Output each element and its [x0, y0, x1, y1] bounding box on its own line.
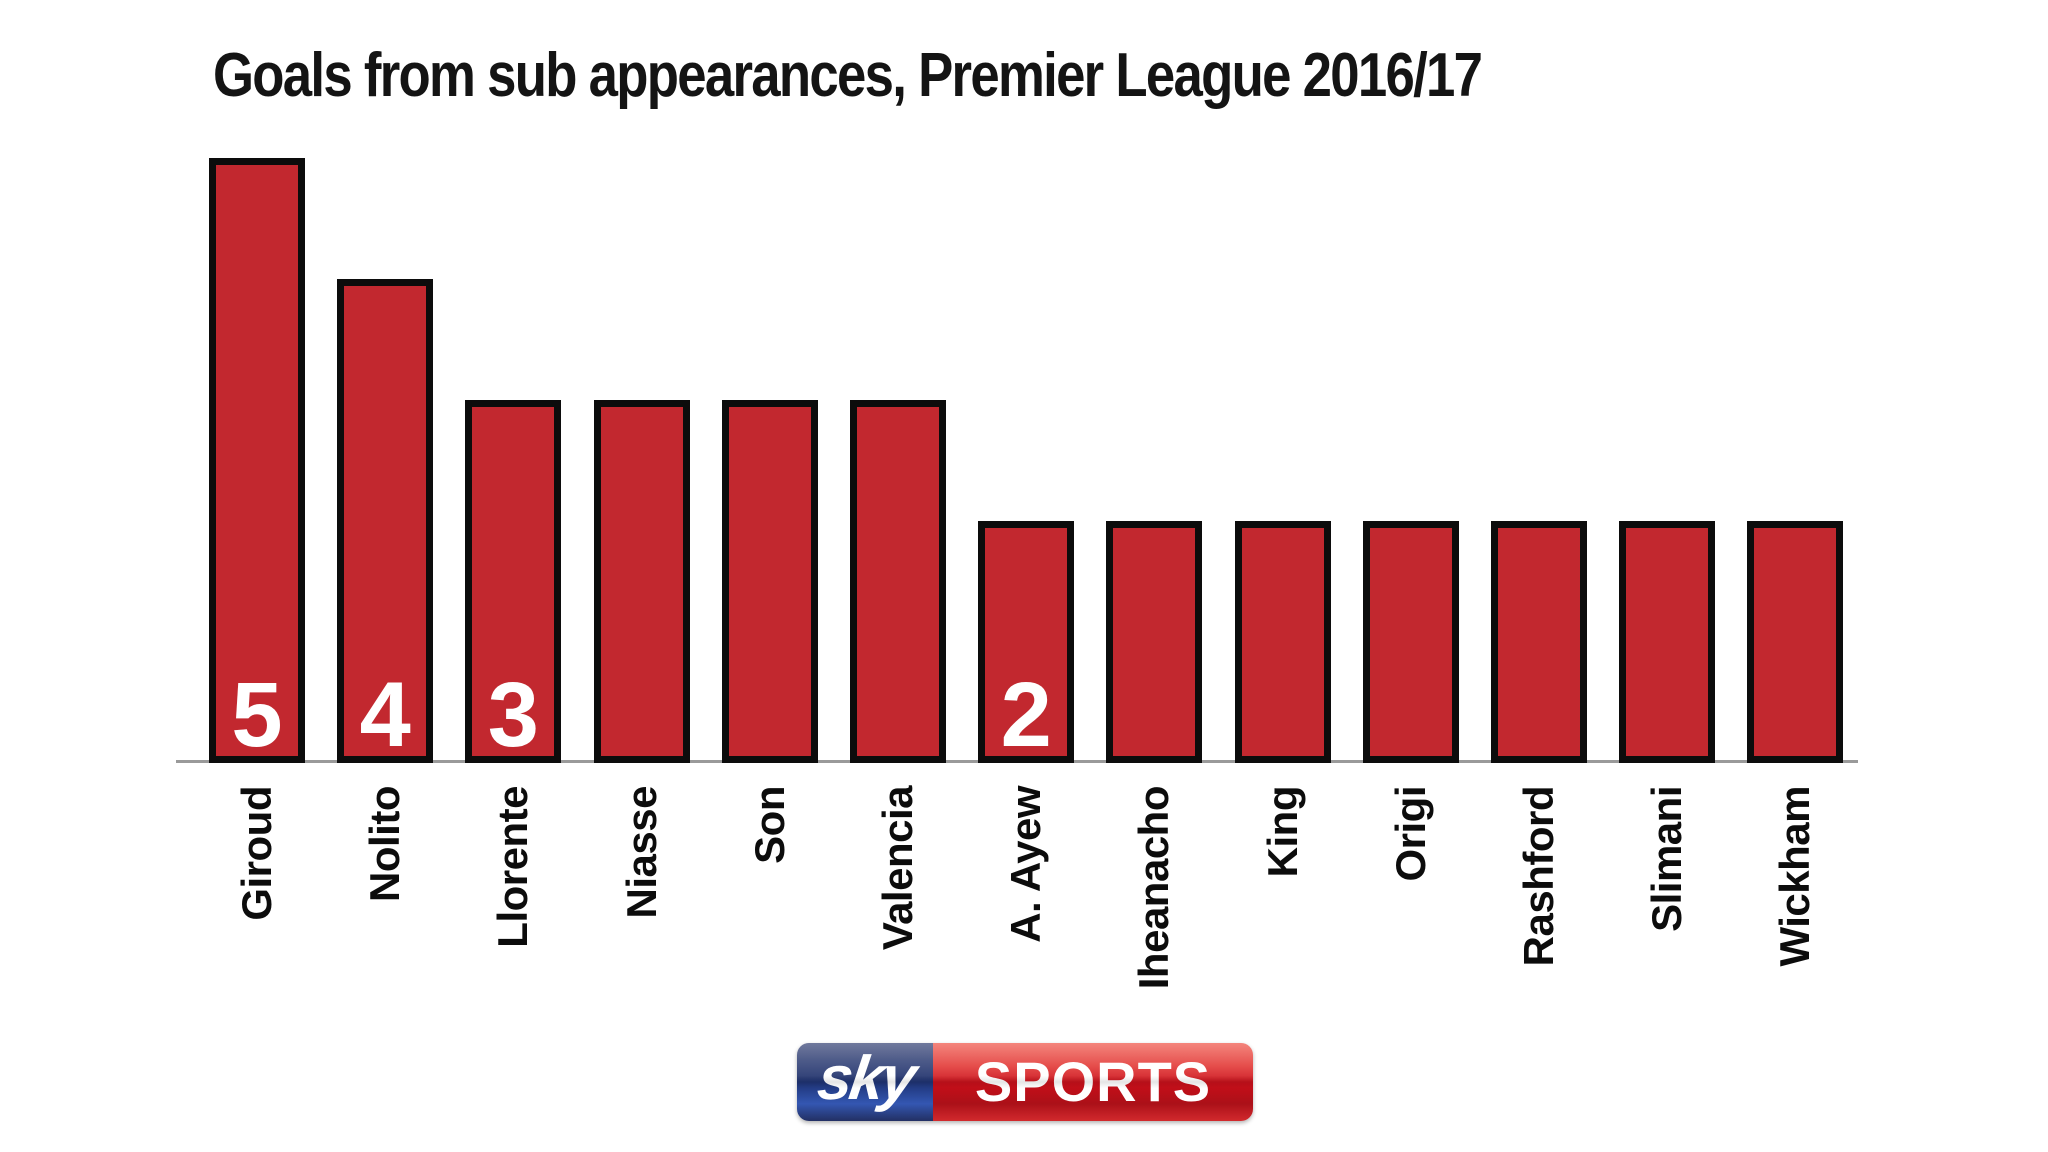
bar-valencia [850, 400, 946, 763]
sports-logo-segment: SPORTS [933, 1043, 1253, 1121]
bar-niasse [593, 400, 690, 763]
bar-value-label: 4 [359, 663, 411, 766]
chart-title: Goals from sub appearances, Premier Leag… [213, 41, 1483, 110]
bar-value-label: 2 [1000, 663, 1052, 766]
x-tick-label: Wickham [1771, 786, 1819, 967]
sports-logo-text: SPORTS [974, 1050, 1212, 1113]
x-tick-label: Iheanacho [1130, 786, 1178, 990]
bar-son [721, 400, 818, 763]
x-tick-label: Giroud [233, 786, 280, 921]
x-tick-label: Slimani [1643, 786, 1691, 932]
x-tick-label: Rashford [1515, 786, 1562, 967]
bar-slimani [1619, 521, 1716, 763]
bar-rashford [1491, 521, 1587, 763]
bar-a-ayew: 2 [978, 521, 1075, 766]
x-tick-label: Origi [1386, 786, 1434, 882]
bar-value-label: 3 [487, 663, 539, 766]
x-tick-label: King [1258, 786, 1306, 878]
bar-wickham [1747, 521, 1844, 763]
x-tick-label: Niasse [617, 786, 665, 919]
sky-logo-segment: sky [797, 1043, 933, 1121]
bar-origi [1362, 521, 1459, 763]
bar-nolito: 4 [337, 279, 434, 766]
x-tick-label: Son [745, 786, 793, 864]
bar-iheanacho [1106, 521, 1203, 763]
x-tick-label: A. Ayew [1002, 786, 1050, 943]
x-tick-label: Valencia [874, 786, 921, 951]
bar-llorente: 3 [465, 400, 562, 766]
x-tick-label: Nolito [361, 786, 409, 902]
sky-sports-logo: sky SPORTS [797, 1043, 1253, 1121]
bar-king [1234, 521, 1331, 763]
bar-value-label: 5 [231, 663, 283, 766]
sky-logo-text: sky [813, 1044, 918, 1113]
x-tick-label: Llorente [489, 786, 537, 948]
bar-giroud: 5 [209, 158, 305, 763]
